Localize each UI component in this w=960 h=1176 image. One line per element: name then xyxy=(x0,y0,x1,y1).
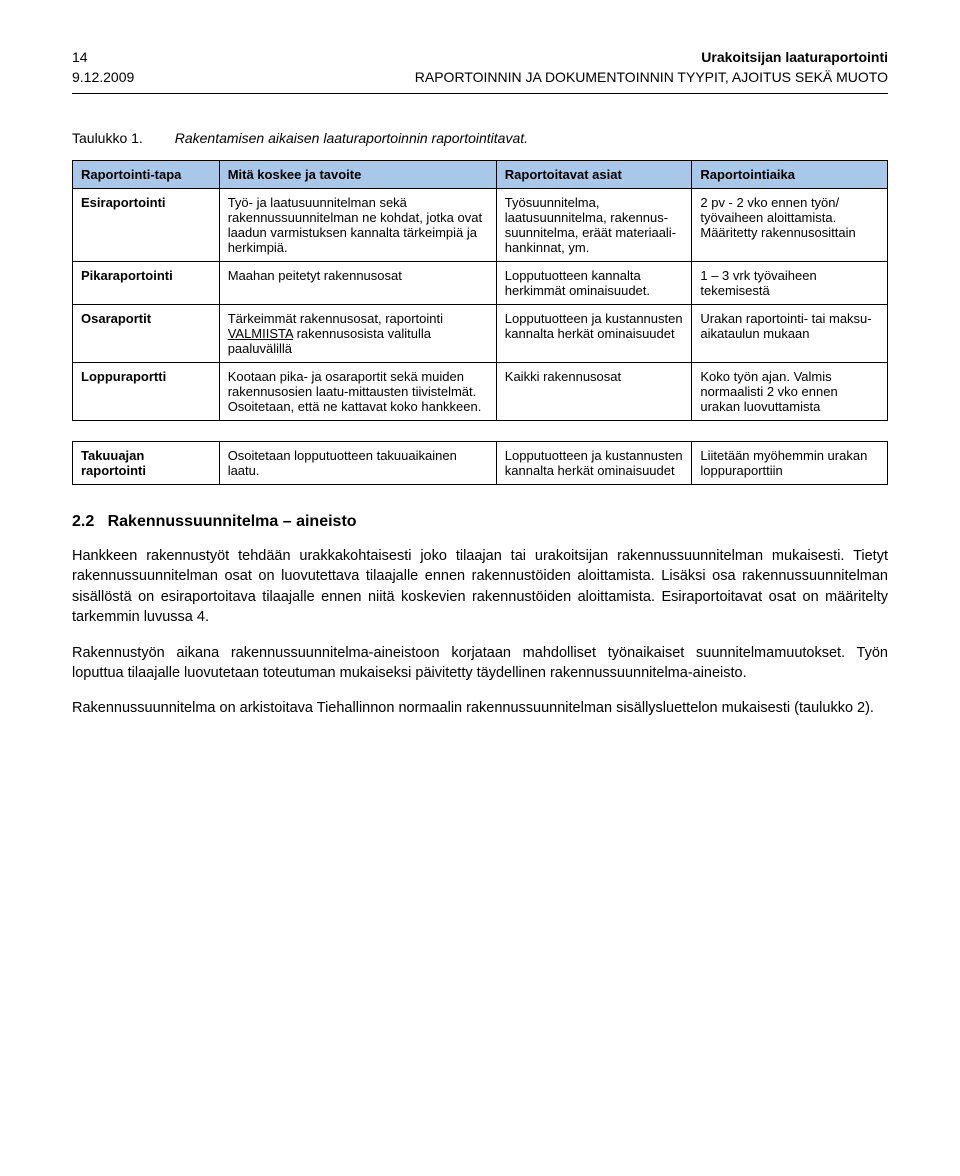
th-1: Mitä koskee ja tavoite xyxy=(219,161,496,189)
header-divider xyxy=(72,93,888,94)
cell: Kaikki rakennusosat xyxy=(496,363,692,421)
th-0: Raportointi-tapa xyxy=(73,161,220,189)
page-header: 14 9.12.2009 Urakoitsijan laaturaportoin… xyxy=(72,48,888,87)
cell: Lopputuotteen kannalta herkimmät ominais… xyxy=(496,262,692,305)
cell: Työsuunnitelma, laatusuunnitelma, rakenn… xyxy=(496,189,692,262)
row-head: Loppuraportti xyxy=(73,363,220,421)
cell: Koko työn ajan. Valmis normaalisti 2 vko… xyxy=(692,363,888,421)
cell: 2 pv - 2 vko ennen työn/ työvaiheen aloi… xyxy=(692,189,888,262)
caption-label: Taulukko 1. xyxy=(72,130,143,146)
row-head: Takuuajan raportointi xyxy=(73,442,220,485)
th-3: Raportointiaika xyxy=(692,161,888,189)
row-head: Osaraportit xyxy=(73,305,220,363)
header-right: Urakoitsijan laaturaportointi RAPORTOINN… xyxy=(415,48,888,87)
header-subtitle: RAPORTOINNIN JA DOKUMENTOINNIN TYYPIT, A… xyxy=(415,68,888,88)
table-row: Osaraportit Tärkeimmät rakennusosat, rap… xyxy=(73,305,888,363)
cell: Lopputuotteen ja kustannusten kannalta h… xyxy=(496,305,692,363)
cell-underline: VALMIISTA xyxy=(228,326,293,341)
caption-text: Rakentamisen aikaisen laaturaportoinnin … xyxy=(175,130,528,146)
table-row: Esiraportointi Työ- ja laatusuunnitelman… xyxy=(73,189,888,262)
cell: 1 – 3 vrk työvaiheen tekemisestä xyxy=(692,262,888,305)
cell: Liitetään myöhemmin urakan loppuraportti… xyxy=(692,442,888,485)
cell: Lopputuotteen ja kustannusten kannalta h… xyxy=(496,442,692,485)
cell-pre: Tärkeimmät rakennusosat, raportointi xyxy=(228,311,443,326)
page-container: 14 9.12.2009 Urakoitsijan laaturaportoin… xyxy=(0,0,960,781)
cell: Maahan peitetyt rakennusosat xyxy=(219,262,496,305)
table-row: Takuuajan raportointi Osoitetaan lopputu… xyxy=(73,442,888,485)
th-2: Raportoitavat asiat xyxy=(496,161,692,189)
paragraph: Rakennustyön aikana rakennussuunnitelma-… xyxy=(72,643,888,684)
header-title: Urakoitsijan laaturaportointi xyxy=(415,48,888,68)
cell: Tärkeimmät rakennusosat, raportointi VAL… xyxy=(219,305,496,363)
row-head: Esiraportointi xyxy=(73,189,220,262)
section-heading: 2.2 Rakennussuunnitelma – aineisto xyxy=(72,513,888,531)
header-left: 14 9.12.2009 xyxy=(72,48,134,87)
cell: Työ- ja laatusuunnitelman sekä rakennuss… xyxy=(219,189,496,262)
section-title: Rakennussuunnitelma – aineisto xyxy=(108,513,357,530)
row-head: Pikaraportointi xyxy=(73,262,220,305)
cell: Kootaan pika- ja osaraportit sekä muiden… xyxy=(219,363,496,421)
table-row: Pikaraportointi Maahan peitetyt rakennus… xyxy=(73,262,888,305)
main-reporting-table: Raportointi-tapa Mitä koskee ja tavoite … xyxy=(72,160,888,421)
section-number: 2.2 xyxy=(72,513,94,530)
table-row: Loppuraportti Kootaan pika- ja osaraport… xyxy=(73,363,888,421)
table-caption: Taulukko 1. Rakentamisen aikaisen laatur… xyxy=(72,130,888,146)
paragraph: Rakennussuunnitelma on arkistoitava Tieh… xyxy=(72,698,888,719)
table-header-row: Raportointi-tapa Mitä koskee ja tavoite … xyxy=(73,161,888,189)
cell: Urakan raportointi- tai maksu-aikataulun… xyxy=(692,305,888,363)
header-date: 9.12.2009 xyxy=(72,68,134,88)
warranty-reporting-table: Takuuajan raportointi Osoitetaan lopputu… xyxy=(72,441,888,485)
cell: Osoitetaan lopputuotteen takuuaikainen l… xyxy=(219,442,496,485)
paragraph: Hankkeen rakennustyöt tehdään urakkakoht… xyxy=(72,546,888,628)
page-number: 14 xyxy=(72,48,134,68)
